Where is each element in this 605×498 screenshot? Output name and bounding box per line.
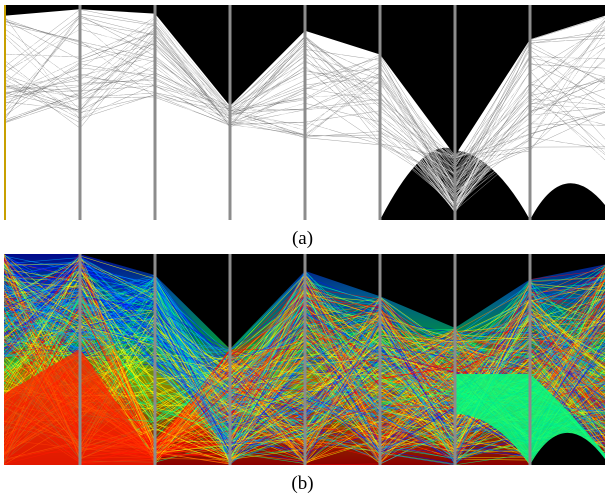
- parallel-coordinates-panel-b: [4, 254, 605, 465]
- parallel-coordinates-plot-b: [4, 254, 605, 465]
- caption-a: (a): [291, 228, 314, 249]
- empty-region-hump: [530, 432, 605, 465]
- caption-b: (b): [291, 473, 314, 494]
- parallel-coordinates-panel-a: [4, 5, 605, 220]
- parallel-coordinates-plot-a: [4, 5, 605, 220]
- empty-region-hump-2: [530, 183, 605, 220]
